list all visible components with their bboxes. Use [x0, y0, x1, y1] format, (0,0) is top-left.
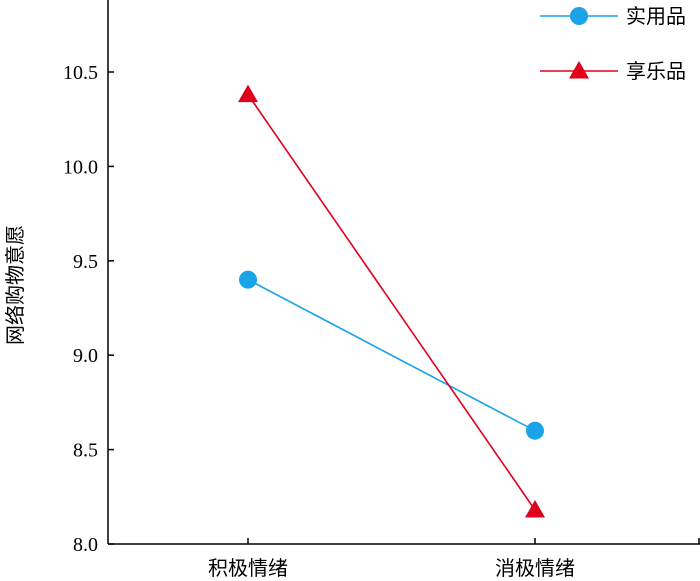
x-tick-label: 消极情绪 — [495, 556, 575, 580]
data-point-circle — [239, 270, 257, 289]
legend-label: 享乐品 — [626, 59, 686, 83]
legend-item: 实用品 — [540, 4, 686, 28]
x-tick-label: 积极情绪 — [208, 556, 288, 580]
y-tick-label: 8.5 — [73, 440, 98, 462]
data-point-circle — [570, 7, 588, 25]
legend-item: 享乐品 — [540, 59, 686, 83]
series-line — [247, 278, 536, 432]
y-tick-label: 8.0 — [73, 534, 98, 556]
y-axis-ticks: 8.0 8.5 9.0 9.5 10.0 10.5 — [63, 62, 114, 556]
y-tick-label: 10.0 — [63, 156, 98, 178]
y-tick-label: 10.5 — [63, 62, 98, 84]
x-axis-ticks: 积极情绪 消极情绪 — [208, 538, 700, 580]
y-axis-title: 网络购物意愿 — [3, 225, 27, 345]
data-point-triangle — [238, 84, 258, 103]
series-line — [247, 94, 536, 511]
data-point-circle — [526, 421, 544, 440]
series-group — [238, 84, 545, 518]
data-point-triangle — [569, 61, 589, 79]
y-tick-label: 9.5 — [73, 251, 98, 273]
series-hedonic — [238, 84, 545, 518]
series-utilitarian — [239, 270, 544, 440]
legend-label: 实用品 — [626, 4, 686, 28]
axes — [107, 0, 700, 545]
y-tick-label: 9.0 — [73, 345, 98, 367]
data-point-triangle — [525, 500, 545, 518]
